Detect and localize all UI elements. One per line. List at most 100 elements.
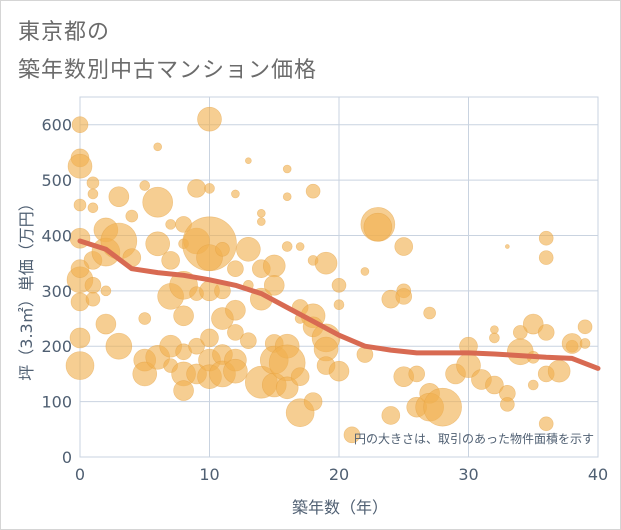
bubble-series	[65, 106, 593, 444]
axis-ticks: 0 100 200 300 400 500 600 0 10 20 30 40	[41, 116, 608, 484]
bubble-point	[67, 153, 93, 179]
bubble-point	[333, 299, 345, 310]
bubble-point	[227, 260, 244, 277]
bubble-point	[505, 244, 510, 249]
bubble-point	[85, 291, 101, 307]
bubble-point	[173, 305, 194, 327]
trend-line	[77, 238, 601, 371]
bubble-point	[161, 251, 180, 270]
bubble-point	[87, 202, 99, 214]
bubble-point	[187, 179, 206, 198]
bubble-point	[282, 164, 292, 174]
bubble-point	[86, 176, 100, 190]
bubble-point	[65, 351, 95, 380]
y-tick-label: 200	[41, 337, 72, 356]
bubble-point	[225, 299, 246, 321]
bubble-point	[145, 231, 170, 257]
bubble-point	[281, 241, 293, 252]
y-tick-label: 100	[41, 393, 72, 412]
bubble-point	[173, 380, 194, 401]
bubble-point	[223, 358, 248, 384]
bubble-point	[303, 392, 323, 411]
chart-title-line1: 東京都の	[18, 20, 111, 45]
y-tick-label: 300	[41, 282, 72, 301]
bubble-point	[236, 237, 261, 262]
bubble-point	[71, 116, 89, 133]
bubble-point	[363, 212, 393, 242]
bubble-point	[138, 312, 152, 325]
bubble-point	[538, 416, 554, 432]
bubble-point	[343, 426, 361, 444]
bubble-point	[408, 365, 426, 383]
bubble-point	[95, 313, 117, 335]
y-tick-label: 500	[41, 171, 72, 190]
bubble-point	[423, 387, 462, 427]
bubble-point	[489, 332, 500, 344]
bubble-point	[153, 142, 162, 152]
bubble-point	[290, 367, 310, 386]
x-tick-label: 20	[329, 465, 349, 484]
x-tick-label: 40	[588, 465, 608, 484]
bubble-point	[490, 325, 499, 334]
x-axis-label: 築年数（年）	[292, 498, 388, 517]
bubble-point	[360, 267, 370, 276]
bubble-point	[394, 237, 414, 256]
bubble-point	[527, 379, 539, 391]
bubble-point	[381, 406, 401, 425]
bubble-point	[561, 333, 583, 354]
bubble-size-note: 円の大きさは、取引のあった物件面積を示す	[354, 431, 594, 446]
bubble-point	[262, 254, 286, 278]
bubble-point	[139, 180, 151, 191]
bubble-point	[231, 189, 240, 199]
bubble-point	[188, 337, 205, 355]
bubble-point	[142, 186, 173, 218]
bubble-point	[538, 230, 554, 246]
bubble-point	[305, 183, 321, 199]
y-axis-label: 坪（3.3㎡）単価（万円）	[17, 195, 36, 380]
bubble-point	[105, 332, 133, 360]
y-tick-label: 600	[41, 116, 72, 135]
bubble-point	[165, 219, 176, 230]
bubble-point	[132, 361, 158, 387]
bubble-point	[423, 306, 436, 320]
bubble-point	[547, 359, 571, 383]
bubble-point	[100, 285, 112, 297]
bubble-point	[328, 360, 350, 382]
bubble-point	[108, 186, 130, 207]
bubble-point	[87, 188, 99, 200]
bubble-point	[197, 106, 222, 132]
y-tick-label: 400	[41, 226, 72, 245]
trend-line-group	[77, 238, 601, 371]
x-tick-label: 10	[199, 465, 219, 484]
bubble-point	[200, 328, 219, 348]
bubble-point	[73, 198, 87, 212]
bubble-point	[331, 278, 347, 293]
bubble-point	[579, 338, 591, 349]
chart-title-line2: 築年数別中古マンション価格	[18, 58, 318, 83]
bubble-point	[125, 209, 139, 223]
bubble-point	[245, 157, 252, 164]
bubble-point	[485, 375, 504, 395]
bubble-point	[314, 251, 338, 275]
bubble-point	[522, 313, 544, 335]
bubble-point	[577, 319, 593, 335]
y-tick-label: 0	[62, 448, 72, 467]
bubble-point	[500, 397, 515, 412]
bubble-point	[537, 324, 555, 341]
bubble-point	[84, 277, 102, 294]
bubble-point	[395, 288, 413, 305]
bubble-point	[282, 192, 292, 201]
bubble-point	[204, 183, 215, 194]
x-tick-label: 0	[75, 465, 85, 484]
bubble-point	[263, 275, 285, 296]
bubble-point	[227, 324, 244, 341]
bubble-point	[69, 327, 91, 349]
bubble-point	[240, 332, 257, 349]
x-tick-label: 30	[458, 465, 478, 484]
bubble-point	[256, 209, 266, 218]
bubble-point	[70, 259, 90, 278]
bubble-point	[275, 376, 299, 400]
bubble-point	[256, 217, 266, 226]
bubble-point	[215, 242, 230, 257]
